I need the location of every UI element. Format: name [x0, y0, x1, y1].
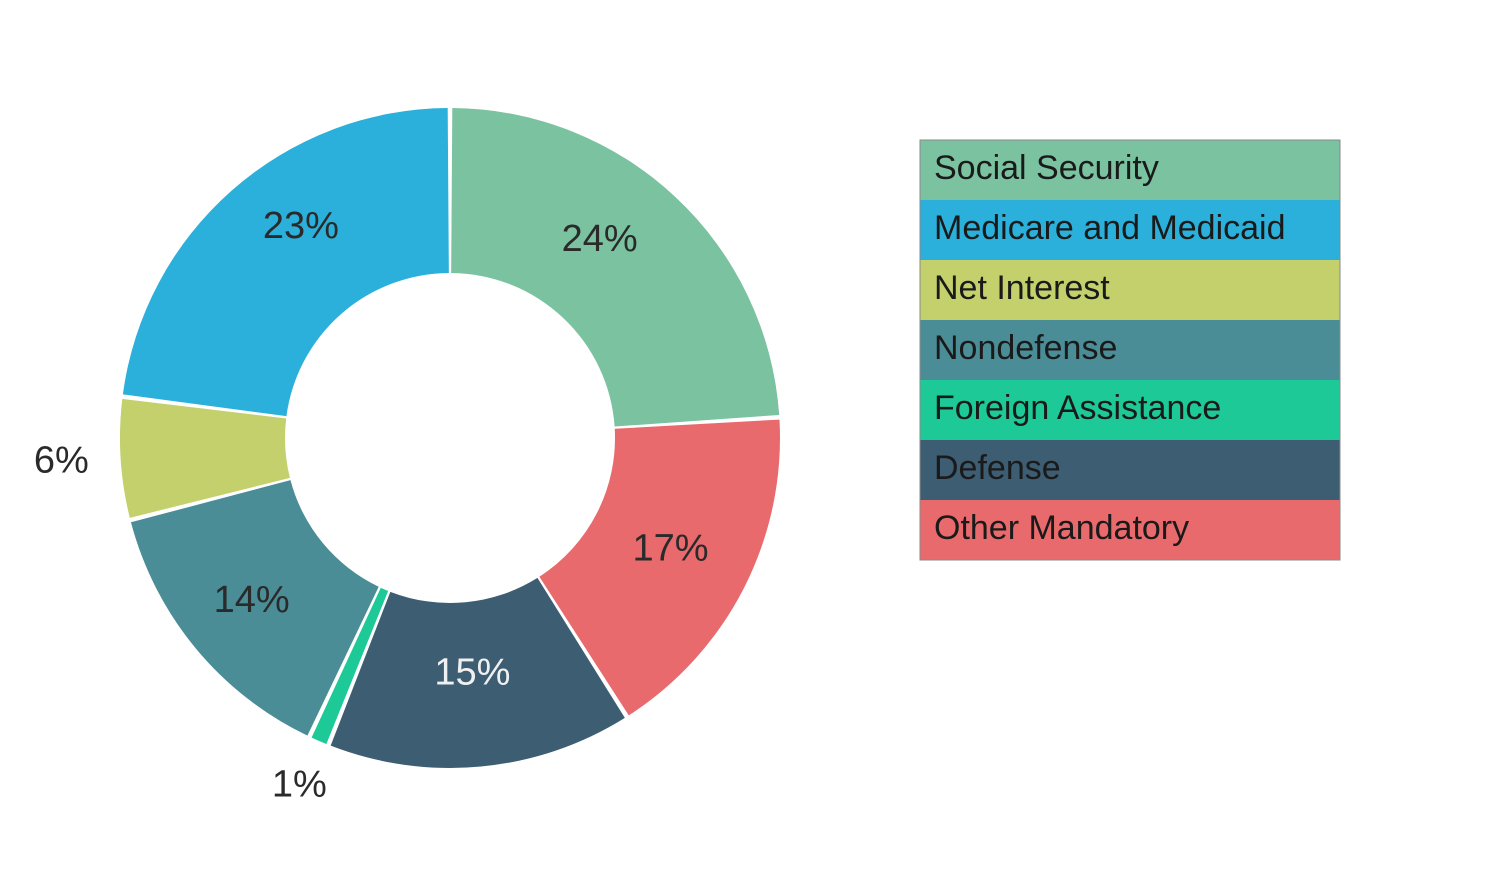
segment-label-nondefense: 14% [214, 579, 290, 621]
donut-segment-social_security [451, 108, 779, 426]
legend-label-other_mandatory: Other Mandatory [934, 509, 1189, 547]
segment-label-foreign_assistance: 1% [272, 763, 327, 805]
segment-label-net_interest: 6% [34, 439, 89, 481]
legend-label-net_interest: Net Interest [934, 269, 1110, 307]
legend-label-nondefense: Nondefense [934, 329, 1117, 367]
legend-label-defense: Defense [934, 449, 1061, 487]
legend-label-foreign_assistance: Foreign Assistance [934, 389, 1221, 427]
donut-segment-medicare_medicaid [123, 108, 449, 416]
legend-label-social_security: Social Security [934, 149, 1159, 187]
segment-label-defense: 15% [434, 652, 510, 694]
segment-label-social_security: 24% [562, 218, 638, 260]
segment-label-other_mandatory: 17% [632, 527, 708, 569]
legend: Social Security Medicare and Medicaid Net … [920, 140, 1340, 560]
legend-label-medicare_medicaid: Medicare and Medicaid [934, 209, 1286, 247]
segment-label-medicare_medicaid: 23% [263, 205, 339, 247]
donut-chart: 24% 17% 15% 1% 14% 6% 23% Social Security Medic… [0, 0, 1500, 876]
